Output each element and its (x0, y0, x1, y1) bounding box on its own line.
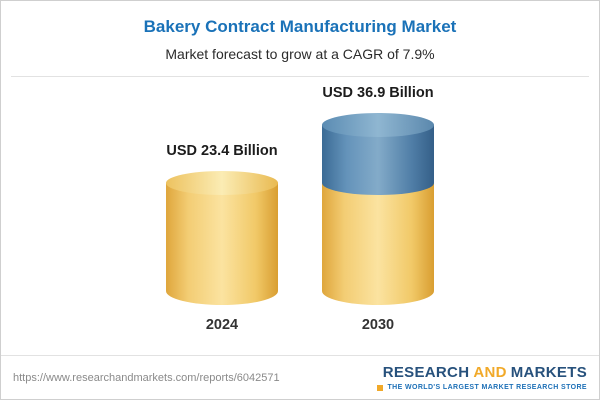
chart-header: Bakery Contract Manufacturing Market Mar… (1, 1, 599, 62)
page-title: Bakery Contract Manufacturing Market (143, 17, 457, 36)
researchandmarkets-logo: RESEARCH AND MARKETS THE WORLD'S LARGEST M… (377, 364, 587, 391)
logo-word-markets: MARKETS (510, 364, 587, 381)
chart-subtitle: Market forecast to grow at a CAGR of 7.9… (165, 46, 435, 62)
value-label-2030: USD 36.9 Billion (322, 85, 434, 101)
chart-area: USD 23.4 Billion 2024 USD 36.9 Billion 2… (1, 81, 599, 333)
cylinder-2024 (166, 171, 278, 305)
footer-bar: https://www.researchandmarkets.com/repor… (1, 355, 599, 399)
year-label-2030: 2030 (361, 317, 395, 333)
orange-square-icon (377, 384, 384, 391)
bar-group-2024: USD 23.4 Billion 2024 (166, 143, 278, 333)
logo-wordmark: RESEARCH AND MARKETS (377, 364, 587, 381)
year-label-2024: 2024 (205, 317, 239, 333)
cylinder-2030 (322, 113, 434, 305)
logo-word-research: RESEARCH (382, 364, 470, 381)
source-url: https://www.researchandmarkets.com/repor… (13, 371, 280, 384)
cylinder-2030-base (322, 183, 434, 305)
top-divider (11, 76, 589, 77)
logo-tagline: THE WORLD'S LARGEST MARKET RESEARCH STOR… (387, 384, 587, 391)
cylinder-2030-growth (322, 113, 434, 195)
logo-tagline-row: THE WORLD'S LARGEST MARKET RESEARCH STOR… (377, 384, 587, 391)
value-label-2024: USD 23.4 Billion (166, 143, 278, 159)
logo-word-and: AND (473, 364, 507, 381)
bar-group-2030: USD 36.9 Billion 2030 (322, 85, 434, 333)
